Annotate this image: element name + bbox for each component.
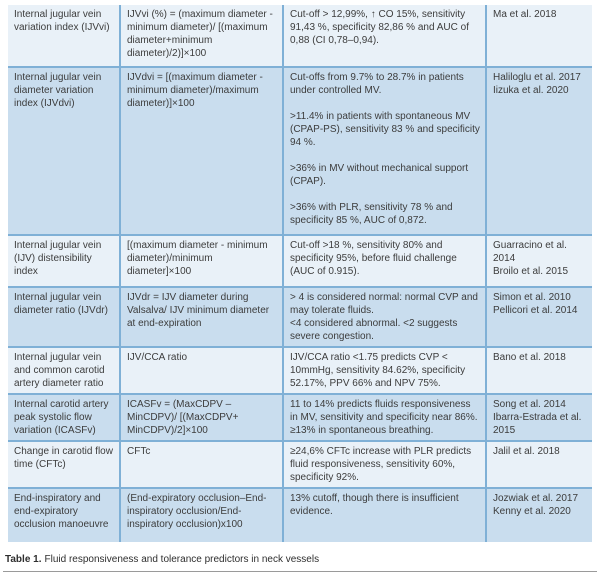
predictor-cell: Internal jugular vein and common carotid…	[7, 346, 121, 395]
findings-cell: 13% cutoff, though there is insufficient…	[282, 487, 487, 543]
table-row: End-inspiratory and end-expiratory occlu…	[7, 487, 593, 543]
references-cell: Song et al. 2014 Ibarra-Estrada et al. 2…	[485, 393, 593, 442]
table-row: Change in carotid flow time (CFTc) CFTc …	[7, 440, 593, 489]
references-cell: Bano et al. 2018	[485, 346, 593, 395]
predictor-cell: Change in carotid flow time (CFTc)	[7, 440, 121, 489]
formula-cell: [(maximum diameter - minimum diameter)/m…	[119, 234, 284, 288]
predictor-cell: End-inspiratory and end-expiratory occlu…	[7, 487, 121, 543]
formula-cell: IJV/CCA ratio	[119, 346, 284, 395]
findings-cell: > 4 is considered normal: normal CVP and…	[282, 286, 487, 348]
formula-cell: CFTc	[119, 440, 284, 489]
formula-cell: (End-expiratory occlusion–End-inspirator…	[119, 487, 284, 543]
table-row: Internal jugular vein variation index (I…	[7, 4, 593, 68]
references-cell: Guarracino et al. 2014 Broilo et al. 201…	[485, 234, 593, 288]
findings-cell: IJV/CCA ratio <1.75 predicts CVP < 10mmH…	[282, 346, 487, 395]
predictors-table: Internal jugular vein variation index (I…	[7, 4, 593, 543]
references-cell: Simon et al. 2010 Pellicori et al. 2014	[485, 286, 593, 348]
caption-text: Fluid responsiveness and tolerance predi…	[44, 554, 320, 565]
predictor-cell: Internal carotid artery peak systolic fl…	[7, 393, 121, 442]
table-row: Internal jugular vein and common carotid…	[7, 346, 593, 395]
findings-cell: Cut-offs from 9.7% to 28.7% in patients …	[282, 66, 487, 236]
table-row: Internal jugular vein diameter ratio (IJ…	[7, 286, 593, 348]
references-cell: Jalil et al. 2018	[485, 440, 593, 489]
table-caption: Table 1. Fluid responsiveness and toleran…	[3, 552, 597, 572]
references-cell: Haliloglu et al. 2017 Iizuka et al. 2020	[485, 66, 593, 236]
findings-cell: Cut-off > 12,99%, ↑ CO 15%, sensitivity …	[282, 4, 487, 68]
formula-cell: IJVdvi = [(maximum diameter - minimum di…	[119, 66, 284, 236]
formula-cell: IJVdr = IJV diameter during Valsalva/ IJ…	[119, 286, 284, 348]
table-row: Internal jugular vein diameter variation…	[7, 66, 593, 236]
table-row: Internal jugular vein (IJV) distensibili…	[7, 234, 593, 288]
caption-label: Table 1.	[5, 554, 42, 565]
predictor-cell: Internal jugular vein diameter ratio (IJ…	[7, 286, 121, 348]
references-cell: Ma et al. 2018	[485, 4, 593, 68]
findings-cell: 11 to 14% predicts fluids responsiveness…	[282, 393, 487, 442]
formula-cell: IJVvi (%) = (maximum diameter - minimum …	[119, 4, 284, 68]
predictor-cell: Internal jugular vein diameter variation…	[7, 66, 121, 236]
findings-cell: Cut-off >18 %, sensitivity 80% and speci…	[282, 234, 487, 288]
findings-cell: ≥24,6% CFTc increase with PLR predicts f…	[282, 440, 487, 489]
predictor-cell: Internal jugular vein variation index (I…	[7, 4, 121, 68]
formula-cell: ICASFv = (MaxCDPV – MinCDPV)/ [(MaxCDPV+…	[119, 393, 284, 442]
predictor-cell: Internal jugular vein (IJV) distensibili…	[7, 234, 121, 288]
references-cell: Jozwiak et al. 2017 Kenny et al. 2020	[485, 487, 593, 543]
table-row: Internal carotid artery peak systolic fl…	[7, 393, 593, 442]
